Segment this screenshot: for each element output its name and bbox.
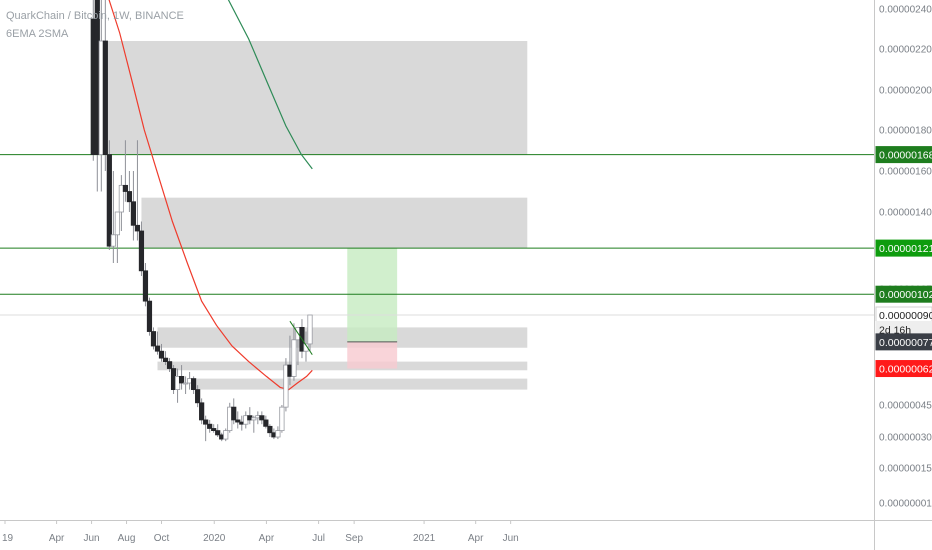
price-tag-label: 0.00000168: [879, 150, 932, 162]
x-tick-label: 2021: [413, 533, 436, 544]
x-tick-label: Aug: [118, 533, 136, 544]
y-tick-label: 0.00000030: [879, 433, 932, 444]
trendline: [289, 320, 313, 355]
candle: [267, 425, 273, 434]
y-tick-label: 0.00000001: [879, 499, 932, 510]
x-tick-label: Sep: [345, 533, 363, 544]
price-tag-bg: [875, 239, 932, 257]
price-tag: 0.00000090: [875, 306, 932, 324]
price-tag-bg: [875, 285, 932, 303]
y-tick-label: 0.00000045: [879, 401, 932, 412]
price-tag: 0.00000077: [875, 333, 932, 351]
resistance-zone: [157, 361, 528, 371]
candle: [235, 419, 241, 423]
candle: [207, 423, 213, 429]
candle: [303, 343, 309, 352]
price-tag-label: 0.00000121: [879, 243, 932, 255]
candle: [203, 419, 209, 425]
candle: [231, 406, 237, 421]
x-tick-label: Oct: [154, 533, 170, 544]
price-tag-label: 0.00000102: [879, 289, 932, 301]
candle: [110, 234, 116, 247]
price-tag-label: 0.00000062: [879, 364, 932, 376]
candle: [122, 184, 128, 192]
candle: [138, 230, 145, 272]
x-tick-label: Jul: [312, 533, 325, 544]
candle: [291, 339, 297, 377]
price-tag: 0.00000102: [875, 285, 932, 303]
candle: [211, 428, 217, 432]
price-tag: 0.00000168: [875, 146, 932, 164]
position-stop-area: [347, 341, 398, 369]
x-tick-label: 19: [2, 533, 14, 544]
candle: [307, 314, 313, 345]
resistance-zone: [157, 327, 528, 348]
candle: [150, 331, 157, 347]
symbol-legend: QuarkChain / Bitcoin, 1W, BINANCE: [6, 10, 184, 22]
price-tag-bg: [875, 360, 932, 378]
y-tick-label: 0.00000220: [879, 45, 932, 56]
x-tick-label: Apr: [468, 533, 484, 544]
candle: [158, 350, 165, 359]
candle: [182, 382, 189, 385]
candle: [191, 378, 197, 391]
y-tick-label: 0.00000140: [879, 208, 932, 219]
candle: [215, 430, 221, 436]
candle: [166, 361, 173, 369]
price-tag-label: 0.00000077: [879, 337, 932, 349]
candle: [251, 417, 257, 421]
price-tag-label: 0.00000090: [879, 310, 932, 322]
series-6ema: [108, 0, 313, 391]
candle: [126, 191, 133, 203]
candle: [199, 402, 205, 421]
candle: [102, 40, 108, 155]
plot-area: [0, 0, 874, 442]
y-tick-label: 0.00000180: [879, 126, 932, 137]
candle: [162, 357, 169, 362]
x-tick-label: 2020: [203, 533, 226, 544]
x-tick-label: Jun: [503, 533, 519, 544]
candle: [279, 406, 285, 431]
x-tick-label: Apr: [49, 533, 65, 544]
candle: [114, 211, 120, 236]
y-tick-label: 0.00000015: [879, 464, 932, 475]
candle: [195, 389, 201, 404]
candle: [154, 345, 161, 352]
x-tick-label: Apr: [259, 533, 275, 544]
resistance-zone: [141, 197, 528, 249]
candle: [275, 430, 281, 438]
price-tag-bg: [875, 333, 932, 351]
x-tick-label: Jun: [84, 533, 100, 544]
indicators-legend: 6EMA 2SMA: [6, 28, 69, 40]
position-target-area: [347, 248, 398, 342]
price-tag-bg: [875, 146, 932, 164]
y-tick-label: 0.00000160: [879, 167, 932, 178]
candle: [134, 224, 141, 232]
candle: [178, 375, 185, 384]
candle: [259, 415, 265, 421]
candle: [283, 364, 289, 408]
candle: [106, 154, 112, 247]
candle: [118, 184, 124, 213]
price-tag: 0.00000121: [875, 239, 932, 257]
price-tag: 0.00000062: [875, 360, 932, 378]
y-tick-label: 0.00000200: [879, 86, 932, 97]
resistance-zone: [196, 378, 528, 390]
candle: [142, 270, 149, 302]
y-tick-label: 0.00000240: [879, 5, 932, 16]
candle: [223, 430, 229, 440]
candle: [130, 201, 137, 226]
candle: [263, 419, 269, 427]
candle: [146, 300, 153, 332]
series-2sma: [227, 0, 313, 170]
resistance-zone: [93, 41, 528, 155]
